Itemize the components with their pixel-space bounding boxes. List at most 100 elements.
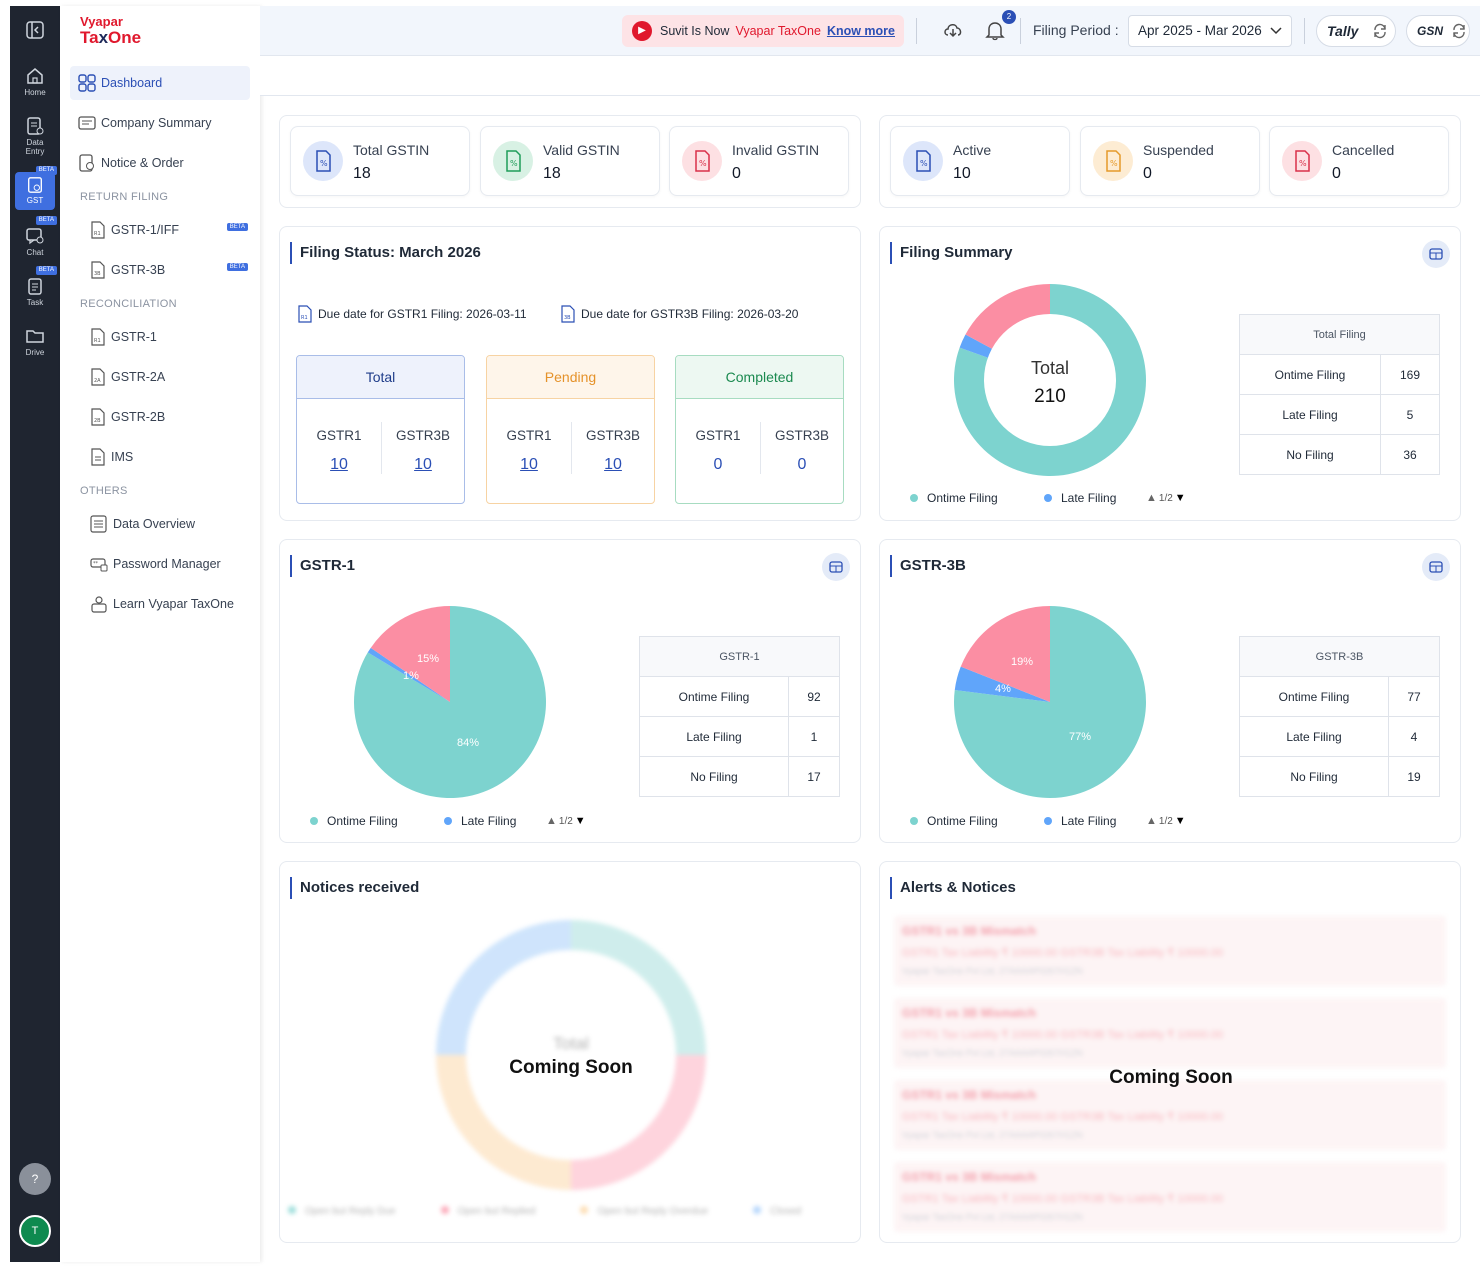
topbar-divider xyxy=(1020,18,1021,44)
filing-box-col-label: GSTR3B xyxy=(395,428,450,443)
sidebar-item-password-manager[interactable]: ** Password Manager xyxy=(70,547,250,581)
stat-card-suspended[interactable]: % Suspended 0 xyxy=(1080,126,1260,196)
legend-ontime[interactable]: Ontime Filing xyxy=(910,491,998,505)
gstr1-table-toggle[interactable] xyxy=(822,553,850,581)
gsn-sync-button[interactable]: GSN xyxy=(1406,15,1470,47)
rail-data-entry[interactable]: Data Entry xyxy=(10,116,60,156)
legend-pager: ▲ 1/2 ▼ xyxy=(1146,492,1186,504)
stat-card-cancelled[interactable]: % Cancelled 0 xyxy=(1269,126,1449,196)
svg-text:3B: 3B xyxy=(564,315,571,321)
alert-item: GSTR1 vs 3B Mismatch GSTR1 Tax Liability … xyxy=(894,1162,1446,1232)
rail-home[interactable]: Home xyxy=(10,66,60,97)
gstin-stats-panel: % Total GSTIN 18 % Valid GSTIN 18 % Inva… xyxy=(279,115,861,208)
legend-prev-button[interactable]: ▲ xyxy=(1146,815,1157,827)
due-date-gstr3b-text: Due date for GSTR3B Filing: 2026-03-20 xyxy=(581,307,799,321)
brand-logo-x: x xyxy=(98,28,109,47)
legend-label: Ontime Filing xyxy=(327,814,398,828)
pending-gstr3b-count-link[interactable]: 10 xyxy=(604,456,622,473)
promo-know-more-link[interactable]: Know more xyxy=(826,24,895,38)
stat-card-active[interactable]: % Active 10 xyxy=(890,126,1070,196)
stat-card-invalid-gstin[interactable]: % Invalid GSTIN 0 xyxy=(669,126,849,196)
legend-ontime[interactable]: Ontime Filing xyxy=(310,814,398,828)
total-gstr3b-count-link[interactable]: 10 xyxy=(414,456,432,473)
slice-none[interactable] xyxy=(960,606,1050,702)
gstr3b-table-toggle[interactable] xyxy=(1422,553,1450,581)
sidebar-item-gstr3b[interactable]: 3B GSTR-3B BETA xyxy=(70,253,250,287)
legend-late[interactable]: Late Filing xyxy=(1044,491,1116,505)
legend-dot xyxy=(910,817,918,825)
slice-none[interactable] xyxy=(370,606,450,702)
stat-value: 18 xyxy=(353,165,371,182)
total-gstin-icon: % xyxy=(303,141,343,181)
notices-received-card: Notices received Total Open but Reply Du… xyxy=(279,861,861,1243)
rail-collapse-button[interactable] xyxy=(10,20,60,42)
filing-summary-card: Filing Summary Total 210 Total Filing On… xyxy=(879,226,1461,521)
legend-next-button[interactable]: ▼ xyxy=(1174,815,1186,827)
filing-period-select[interactable]: Apr 2025 - Mar 2026 xyxy=(1128,15,1292,47)
gstr3b-pie-chart xyxy=(954,606,1146,798)
sidebar-item-recon-gstr2b[interactable]: 2B GSTR-2B xyxy=(70,400,250,434)
tally-sync-button[interactable]: Tally xyxy=(1316,15,1396,47)
slice-late[interactable] xyxy=(367,647,450,702)
table-cell-value: 19 xyxy=(1388,756,1440,797)
svg-text:R1: R1 xyxy=(94,338,101,344)
legend-ontime[interactable]: Ontime Filing xyxy=(910,814,998,828)
donut-hole xyxy=(984,314,1116,446)
rail-gst[interactable]: BETA GST xyxy=(15,166,57,210)
stat-value: 10 xyxy=(953,165,971,182)
brand-logo-main: TaxOne xyxy=(80,28,141,48)
download-button[interactable] xyxy=(942,19,964,46)
legend-dot xyxy=(444,817,452,825)
notifications-button[interactable] xyxy=(984,19,1006,46)
alert-item-title: GSTR1 vs 3B Mismatch xyxy=(902,1088,1037,1102)
rail-task[interactable]: BETA Task xyxy=(10,266,60,307)
refresh-icon xyxy=(1453,23,1465,39)
stat-card-total-gstin[interactable]: % Total GSTIN 18 xyxy=(290,126,470,196)
table-cell-value: 17 xyxy=(788,756,840,797)
sidebar-item-recon-gstr2b-label: GSTR-2B xyxy=(111,410,166,424)
legend-late[interactable]: Late Filing xyxy=(1044,814,1116,828)
sidebar-item-dashboard[interactable]: Dashboard xyxy=(70,66,250,100)
filing-box-completed-head: Completed xyxy=(676,356,843,399)
slice-late[interactable] xyxy=(954,666,1050,702)
sidebar-item-gstr1-iff[interactable]: R1 GSTR-1/IFF BETA xyxy=(70,213,250,247)
sidebar-item-data-overview[interactable]: Data Overview xyxy=(70,507,250,541)
table-cell-label: Late Filing xyxy=(1239,394,1381,435)
table-cell-value: 169 xyxy=(1380,354,1440,395)
total-gstr1-count-link[interactable]: 10 xyxy=(330,456,348,473)
gstr1-doc-icon: R1 xyxy=(91,221,105,239)
filing-summary-table-toggle[interactable] xyxy=(1422,240,1450,268)
table-cell-label: No Filing xyxy=(1239,434,1381,475)
legend-prev-button[interactable]: ▲ xyxy=(546,815,557,827)
stat-label: Valid GSTIN xyxy=(543,142,620,158)
alert-item-meta: Vyapar TaxOne Pvt Ltd, 27AAAAP0267H1ZN xyxy=(902,1130,1083,1140)
sidebar-item-gstr3b-label: GSTR-3B xyxy=(111,263,166,277)
legend-next-button[interactable]: ▼ xyxy=(1174,492,1186,504)
brand-logo[interactable]: Vyapar TaxOne xyxy=(80,14,141,48)
sidebar-item-recon-gstr2a[interactable]: 2A GSTR-2A xyxy=(70,360,250,394)
help-button[interactable]: ? xyxy=(19,1163,51,1195)
sidebar-item-learn[interactable]: Learn Vyapar TaxOne xyxy=(70,587,250,621)
legend-late[interactable]: Late Filing xyxy=(444,814,516,828)
legend-next-button[interactable]: ▼ xyxy=(574,815,586,827)
sidebar-item-company-summary[interactable]: Company Summary xyxy=(70,106,250,140)
stat-card-valid-gstin[interactable]: % Valid GSTIN 18 xyxy=(480,126,660,196)
user-avatar[interactable]: T xyxy=(19,1215,51,1247)
pending-gstr1-count-link[interactable]: 10 xyxy=(520,456,538,473)
folder-icon xyxy=(26,330,44,343)
slice-ontime[interactable] xyxy=(353,606,546,798)
rail-chat[interactable]: BETA Chat xyxy=(10,216,60,257)
table-cell-value: 36 xyxy=(1380,434,1440,475)
stat-value: 0 xyxy=(1332,165,1341,182)
legend-prev-button[interactable]: ▲ xyxy=(1146,492,1157,504)
donut-center-label: Total xyxy=(1030,358,1070,378)
table-icon xyxy=(829,561,843,573)
promo-banner: ▶ Suvit Is Now Vyapar TaxOne Know more xyxy=(622,15,904,47)
sidebar-item-recon-gstr1[interactable]: R1 GSTR-1 xyxy=(70,320,250,354)
alerts-coming-soon: Coming Soon xyxy=(1109,1067,1233,1088)
gstr1-pct-late-label: 1% xyxy=(403,670,419,682)
sidebar-item-notice-order[interactable]: Notice & Order xyxy=(70,146,250,180)
sidebar-item-recon-ims[interactable]: IMS xyxy=(70,440,250,474)
rail-drive[interactable]: Drive xyxy=(10,326,60,357)
alert-item: GSTR1 vs 3B Mismatch GSTR1 Tax Liability … xyxy=(894,1080,1446,1150)
